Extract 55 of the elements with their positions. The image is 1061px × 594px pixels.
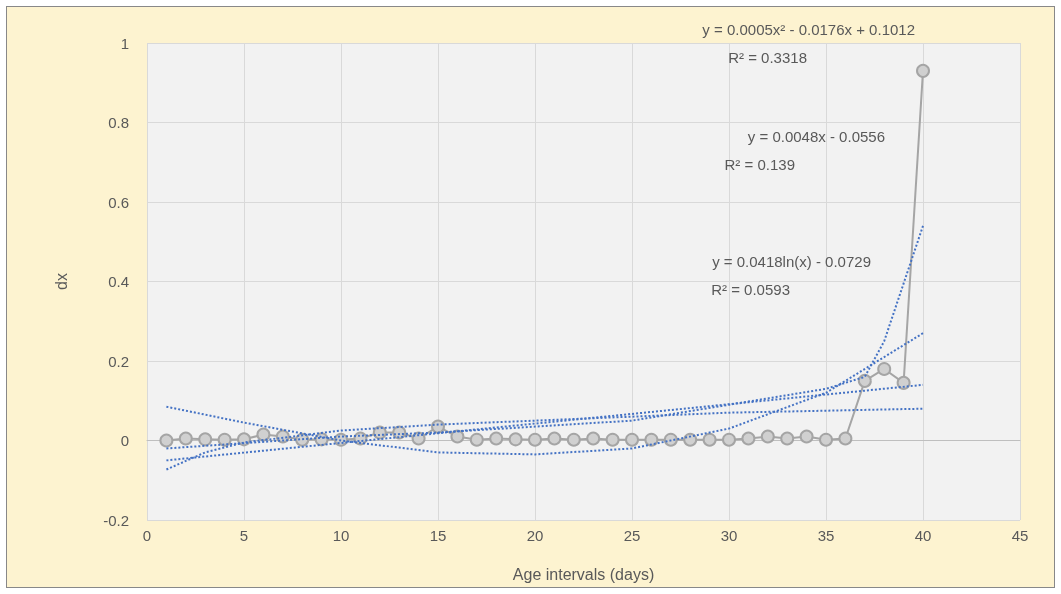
text: y = 0.0005x² - 0.0176x + 0.1012 <box>702 20 915 38</box>
x-tick-label: 40 <box>914 527 932 544</box>
point <box>663 432 678 447</box>
point <box>838 431 853 446</box>
point <box>547 431 562 446</box>
point <box>722 432 736 447</box>
y-tick-label: 0.8 <box>108 114 129 131</box>
x-axis-title: Age intervals (days) <box>512 565 655 583</box>
y-tick-label: 0 <box>120 432 129 449</box>
point <box>605 432 620 447</box>
point <box>896 375 911 390</box>
x-tick-label: 25 <box>623 527 641 544</box>
point <box>256 427 271 442</box>
y-tick-label: 0.4 <box>108 273 129 290</box>
x-tick-label: 10 <box>332 527 350 544</box>
point <box>760 429 775 444</box>
x-tick-label: 35 <box>817 527 835 544</box>
point <box>819 432 833 447</box>
annotation: R² = 0.139 <box>724 155 795 173</box>
x-tick-label: 15 <box>429 527 447 544</box>
annotation: R² = 0.3318 <box>728 48 807 66</box>
point <box>450 429 465 444</box>
annotation: y = 0.0418ln(x) - 0.0729 <box>712 252 871 270</box>
x-tick-label: 30 <box>720 527 738 544</box>
y-tick-label: 0.6 <box>108 193 129 211</box>
x-tick-label: 45 <box>1011 527 1029 544</box>
point <box>566 432 581 447</box>
point <box>702 432 717 447</box>
point <box>508 432 523 447</box>
x-tick-label: 5 <box>239 527 249 544</box>
point <box>780 431 795 446</box>
y-tick-label: -0.2 <box>103 511 129 529</box>
point <box>857 373 872 388</box>
point <box>625 432 639 447</box>
point <box>586 431 601 446</box>
point <box>916 63 930 78</box>
annotation: y = 0.0048x - 0.0556 <box>747 127 885 145</box>
y-tick-label: 0.2 <box>108 352 129 370</box>
y-axis-title: dx <box>52 273 70 290</box>
point <box>489 431 504 446</box>
point <box>799 429 814 444</box>
point <box>217 432 232 447</box>
point <box>877 361 892 376</box>
x-tick-label: 0 <box>142 527 152 544</box>
point <box>644 432 659 447</box>
point <box>528 432 542 447</box>
point <box>159 433 174 448</box>
x-tick-label: 20 <box>526 527 544 544</box>
point <box>469 432 484 447</box>
point <box>683 432 698 447</box>
point <box>198 432 213 447</box>
annotation: R² = 0.0593 <box>711 280 790 298</box>
point <box>178 431 193 446</box>
y-tick-label: 1 <box>120 34 129 52</box>
point <box>741 431 756 446</box>
